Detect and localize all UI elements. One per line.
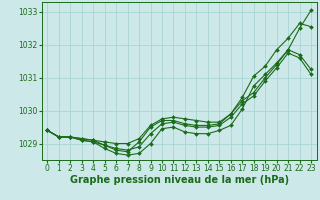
X-axis label: Graphe pression niveau de la mer (hPa): Graphe pression niveau de la mer (hPa): [70, 175, 289, 185]
